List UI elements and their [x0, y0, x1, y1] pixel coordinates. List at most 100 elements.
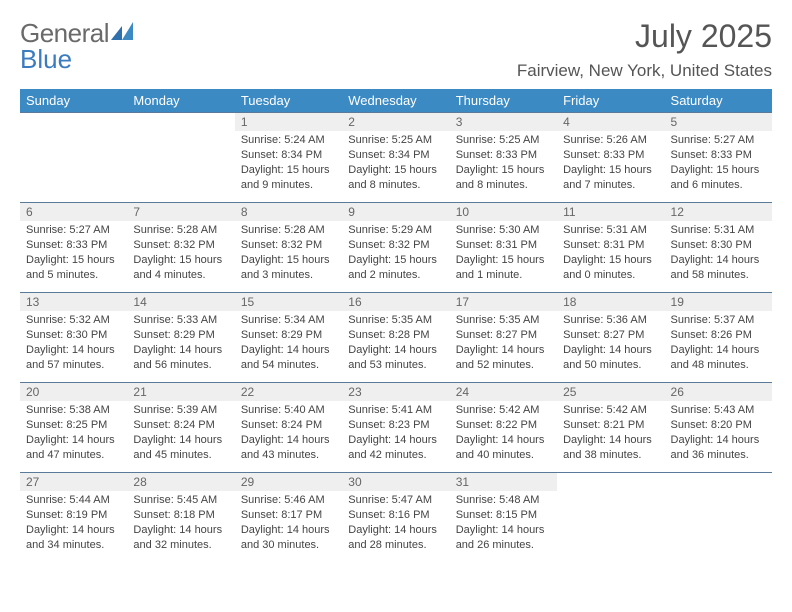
sunrise-text: Sunrise: 5:28 AM	[241, 223, 336, 238]
day-cell	[557, 473, 664, 563]
daylight-text: Daylight: 15 hours and 8 minutes.	[456, 163, 551, 193]
daylight-text: Daylight: 15 hours and 1 minute.	[456, 253, 551, 283]
sunrise-text: Sunrise: 5:34 AM	[241, 313, 336, 328]
sunset-text: Sunset: 8:19 PM	[26, 508, 121, 523]
calendar-table: SundayMondayTuesdayWednesdayThursdayFrid…	[20, 89, 772, 563]
day-content: Sunrise: 5:42 AMSunset: 8:22 PMDaylight:…	[450, 401, 557, 466]
day-number: 7	[127, 203, 234, 221]
location-subtitle: Fairview, New York, United States	[517, 61, 772, 81]
day-header-thursday: Thursday	[450, 89, 557, 113]
sunset-text: Sunset: 8:32 PM	[133, 238, 228, 253]
sunset-text: Sunset: 8:18 PM	[133, 508, 228, 523]
sunrise-text: Sunrise: 5:25 AM	[456, 133, 551, 148]
day-number: 25	[557, 383, 664, 401]
day-cell: 14Sunrise: 5:33 AMSunset: 8:29 PMDayligh…	[127, 293, 234, 383]
day-content: Sunrise: 5:41 AMSunset: 8:23 PMDaylight:…	[342, 401, 449, 466]
daylight-text: Daylight: 15 hours and 8 minutes.	[348, 163, 443, 193]
week-row: 27Sunrise: 5:44 AMSunset: 8:19 PMDayligh…	[20, 473, 772, 563]
sunrise-text: Sunrise: 5:31 AM	[563, 223, 658, 238]
day-number: 10	[450, 203, 557, 221]
day-content: Sunrise: 5:47 AMSunset: 8:16 PMDaylight:…	[342, 491, 449, 556]
day-cell: 8Sunrise: 5:28 AMSunset: 8:32 PMDaylight…	[235, 203, 342, 293]
day-content: Sunrise: 5:48 AMSunset: 8:15 PMDaylight:…	[450, 491, 557, 556]
daylight-text: Daylight: 14 hours and 45 minutes.	[133, 433, 228, 463]
sunrise-text: Sunrise: 5:46 AM	[241, 493, 336, 508]
day-cell: 22Sunrise: 5:40 AMSunset: 8:24 PMDayligh…	[235, 383, 342, 473]
day-cell: 31Sunrise: 5:48 AMSunset: 8:15 PMDayligh…	[450, 473, 557, 563]
day-cell: 1Sunrise: 5:24 AMSunset: 8:34 PMDaylight…	[235, 113, 342, 203]
daylight-text: Daylight: 15 hours and 0 minutes.	[563, 253, 658, 283]
week-row: 6Sunrise: 5:27 AMSunset: 8:33 PMDaylight…	[20, 203, 772, 293]
sunrise-text: Sunrise: 5:41 AM	[348, 403, 443, 418]
sunset-text: Sunset: 8:31 PM	[456, 238, 551, 253]
day-cell: 3Sunrise: 5:25 AMSunset: 8:33 PMDaylight…	[450, 113, 557, 203]
sunset-text: Sunset: 8:28 PM	[348, 328, 443, 343]
day-cell: 19 Sunrise: 5:37 AMSunset: 8:26 PMDayligh…	[665, 293, 772, 383]
sunrise-text: Sunrise: 5:37 AM	[671, 313, 766, 328]
day-number: 15	[235, 293, 342, 311]
sunrise-text: Sunrise: 5:26 AM	[563, 133, 658, 148]
sunset-text: Sunset: 8:33 PM	[563, 148, 658, 163]
page-header: General July 2025 Fairview, New York, Un…	[20, 18, 772, 81]
sunset-text: Sunset: 8:34 PM	[241, 148, 336, 163]
daylight-text: Daylight: 15 hours and 7 minutes.	[563, 163, 658, 193]
logo-mark-icon	[111, 22, 133, 40]
day-content: Sunrise: 5:28 AMSunset: 8:32 PMDaylight:…	[235, 221, 342, 286]
day-content: Sunrise: 5:33 AMSunset: 8:29 PMDaylight:…	[127, 311, 234, 376]
day-cell: 2Sunrise: 5:25 AMSunset: 8:34 PMDaylight…	[342, 113, 449, 203]
day-number: 17	[450, 293, 557, 311]
day-number: 26	[665, 383, 772, 401]
sunrise-text: Sunrise: 5:28 AM	[133, 223, 228, 238]
daylight-text: Daylight: 14 hours and 52 minutes.	[456, 343, 551, 373]
day-header-wednesday: Wednesday	[342, 89, 449, 113]
day-content: Sunrise: 5:32 AMSunset: 8:30 PMDaylight:…	[20, 311, 127, 376]
day-content: Sunrise: 5:38 AMSunset: 8:25 PMDaylight:…	[20, 401, 127, 466]
day-number: 23	[342, 383, 449, 401]
day-cell: 13Sunrise: 5:32 AMSunset: 8:30 PMDayligh…	[20, 293, 127, 383]
day-content: Sunrise: 5:45 AMSunset: 8:18 PMDaylight:…	[127, 491, 234, 556]
day-content: Sunrise: 5:25 AMSunset: 8:33 PMDaylight:…	[450, 131, 557, 196]
sunset-text: Sunset: 8:29 PM	[133, 328, 228, 343]
sunset-text: Sunset: 8:22 PM	[456, 418, 551, 433]
sunrise-text: Sunrise: 5:32 AM	[26, 313, 121, 328]
sunset-text: Sunset: 8:30 PM	[671, 238, 766, 253]
daylight-text: Daylight: 14 hours and 53 minutes.	[348, 343, 443, 373]
daylight-text: Daylight: 14 hours and 40 minutes.	[456, 433, 551, 463]
daylight-text: Daylight: 14 hours and 38 minutes.	[563, 433, 658, 463]
day-cell	[665, 473, 772, 563]
logo-word2: Blue	[20, 44, 72, 75]
day-number: 8	[235, 203, 342, 221]
daylight-text: Daylight: 15 hours and 6 minutes.	[671, 163, 766, 193]
daylight-text: Daylight: 14 hours and 57 minutes.	[26, 343, 121, 373]
sunrise-text: Sunrise: 5:33 AM	[133, 313, 228, 328]
sunset-text: Sunset: 8:27 PM	[456, 328, 551, 343]
daylight-text: Daylight: 14 hours and 34 minutes.	[26, 523, 121, 553]
day-number: 5	[665, 113, 772, 131]
daylight-text: Daylight: 14 hours and 26 minutes.	[456, 523, 551, 553]
daylight-text: Daylight: 14 hours and 48 minutes.	[671, 343, 766, 373]
day-cell: 10 Sunrise: 5:30 AMSunset: 8:31 PMDayligh…	[450, 203, 557, 293]
day-cell: 28Sunrise: 5:45 AMSunset: 8:18 PMDayligh…	[127, 473, 234, 563]
sunrise-text: Sunrise: 5:30 AM	[456, 223, 551, 238]
sunrise-text: Sunrise: 5:42 AM	[563, 403, 658, 418]
day-content: Sunrise: 5:28 AMSunset: 8:32 PMDaylight:…	[127, 221, 234, 286]
day-content: Sunrise: 5:25 AMSunset: 8:34 PMDaylight:…	[342, 131, 449, 196]
day-content: Sunrise: 5:31 AMSunset: 8:31 PMDaylight:…	[557, 221, 664, 286]
day-number: 19	[665, 293, 772, 311]
sunset-text: Sunset: 8:21 PM	[563, 418, 658, 433]
day-number: 12	[665, 203, 772, 221]
daylight-text: Daylight: 14 hours and 43 minutes.	[241, 433, 336, 463]
day-cell: 15Sunrise: 5:34 AMSunset: 8:29 PMDayligh…	[235, 293, 342, 383]
sunrise-text: Sunrise: 5:48 AM	[456, 493, 551, 508]
day-cell: 18Sunrise: 5:36 AMSunset: 8:27 PMDayligh…	[557, 293, 664, 383]
day-number: 28	[127, 473, 234, 491]
day-number: 3	[450, 113, 557, 131]
day-content: Sunrise: 5:42 AMSunset: 8:21 PMDaylight:…	[557, 401, 664, 466]
sunset-text: Sunset: 8:16 PM	[348, 508, 443, 523]
day-header-tuesday: Tuesday	[235, 89, 342, 113]
sunrise-text: Sunrise: 5:36 AM	[563, 313, 658, 328]
daylight-text: Daylight: 14 hours and 56 minutes.	[133, 343, 228, 373]
sunset-text: Sunset: 8:26 PM	[671, 328, 766, 343]
calendar-header-row: SundayMondayTuesdayWednesdayThursdayFrid…	[20, 89, 772, 113]
sunset-text: Sunset: 8:33 PM	[456, 148, 551, 163]
